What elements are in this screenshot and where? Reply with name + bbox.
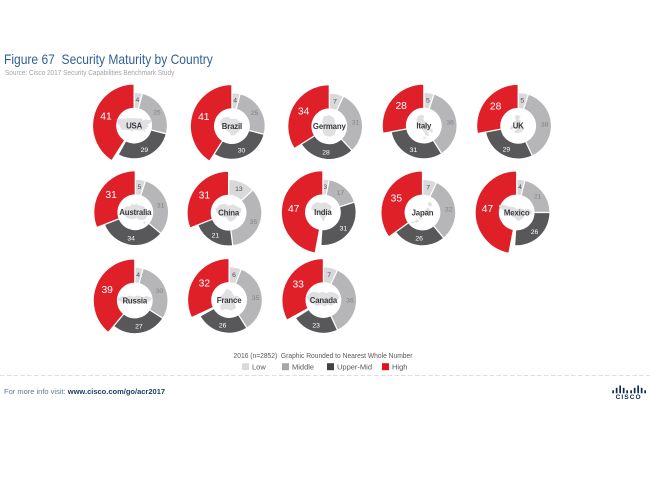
svg-text:34: 34: [298, 106, 310, 117]
svg-text:47: 47: [482, 204, 494, 215]
svg-text:32: 32: [199, 279, 211, 290]
svg-text:41: 41: [100, 112, 112, 123]
svg-text:36: 36: [346, 298, 354, 305]
svg-text:33: 33: [292, 279, 304, 290]
svg-text:5: 5: [426, 97, 430, 104]
svg-text:25: 25: [251, 110, 259, 117]
svg-text:6: 6: [232, 272, 236, 279]
svg-text:USA: USA: [126, 121, 143, 130]
svg-text:32: 32: [445, 207, 453, 214]
svg-text:Italy: Italy: [416, 121, 432, 130]
svg-text:17: 17: [337, 190, 345, 197]
svg-text:Russia: Russia: [122, 296, 147, 305]
svg-text:Upper-Mid: Upper-Mid: [337, 362, 372, 371]
svg-text:Canada: Canada: [310, 296, 338, 305]
svg-text:31: 31: [157, 202, 165, 209]
svg-text:31: 31: [199, 190, 211, 201]
svg-text:31: 31: [352, 120, 360, 127]
svg-text:23: 23: [312, 323, 320, 330]
svg-text:High: High: [392, 362, 407, 371]
svg-text:13: 13: [235, 186, 243, 193]
svg-text:41: 41: [198, 112, 210, 123]
svg-text:29: 29: [141, 147, 149, 154]
svg-text:25: 25: [153, 110, 161, 117]
svg-text:31: 31: [340, 226, 348, 233]
svg-text:4: 4: [233, 98, 237, 105]
svg-text:4: 4: [136, 97, 140, 104]
svg-text:26: 26: [531, 229, 539, 236]
svg-text:Middle: Middle: [292, 362, 314, 371]
svg-text:21: 21: [534, 194, 542, 201]
svg-text:3: 3: [323, 184, 327, 191]
svg-text:27: 27: [135, 324, 143, 331]
svg-text:35: 35: [252, 295, 260, 302]
svg-text:28: 28: [490, 101, 502, 112]
svg-text:7: 7: [426, 185, 430, 192]
svg-text:29: 29: [503, 146, 511, 153]
svg-text:Australia: Australia: [119, 208, 152, 217]
svg-text:34: 34: [127, 235, 135, 242]
svg-text:26: 26: [219, 323, 227, 330]
svg-text:28: 28: [322, 150, 330, 157]
svg-text:21: 21: [212, 233, 220, 240]
svg-text:26: 26: [415, 236, 423, 243]
svg-text:30: 30: [156, 288, 164, 295]
svg-text:35: 35: [250, 219, 258, 226]
svg-text:4: 4: [518, 184, 522, 191]
svg-text:7: 7: [333, 98, 337, 105]
svg-text:39: 39: [101, 285, 113, 296]
svg-text:5: 5: [138, 184, 142, 191]
svg-text:36: 36: [446, 120, 454, 127]
svg-text:India: India: [314, 208, 332, 217]
svg-text:28: 28: [395, 101, 407, 112]
svg-text:France: France: [217, 296, 242, 305]
svg-text:30: 30: [238, 148, 246, 155]
svg-text:7: 7: [327, 272, 331, 279]
svg-text:Japan: Japan: [412, 208, 434, 217]
svg-text:UK: UK: [513, 122, 524, 131]
svg-text:38: 38: [541, 122, 549, 129]
svg-text:Germany: Germany: [313, 122, 347, 131]
svg-text:Mexico: Mexico: [504, 208, 530, 217]
svg-text:35: 35: [391, 193, 403, 204]
svg-text:47: 47: [288, 204, 300, 215]
svg-text:31: 31: [105, 190, 117, 201]
svg-text:31: 31: [410, 147, 418, 154]
svg-text:Brazil: Brazil: [222, 122, 242, 131]
svg-text:5: 5: [520, 98, 524, 105]
svg-text:Low: Low: [252, 362, 266, 371]
svg-text:China: China: [218, 209, 240, 218]
svg-text:4: 4: [136, 272, 140, 279]
